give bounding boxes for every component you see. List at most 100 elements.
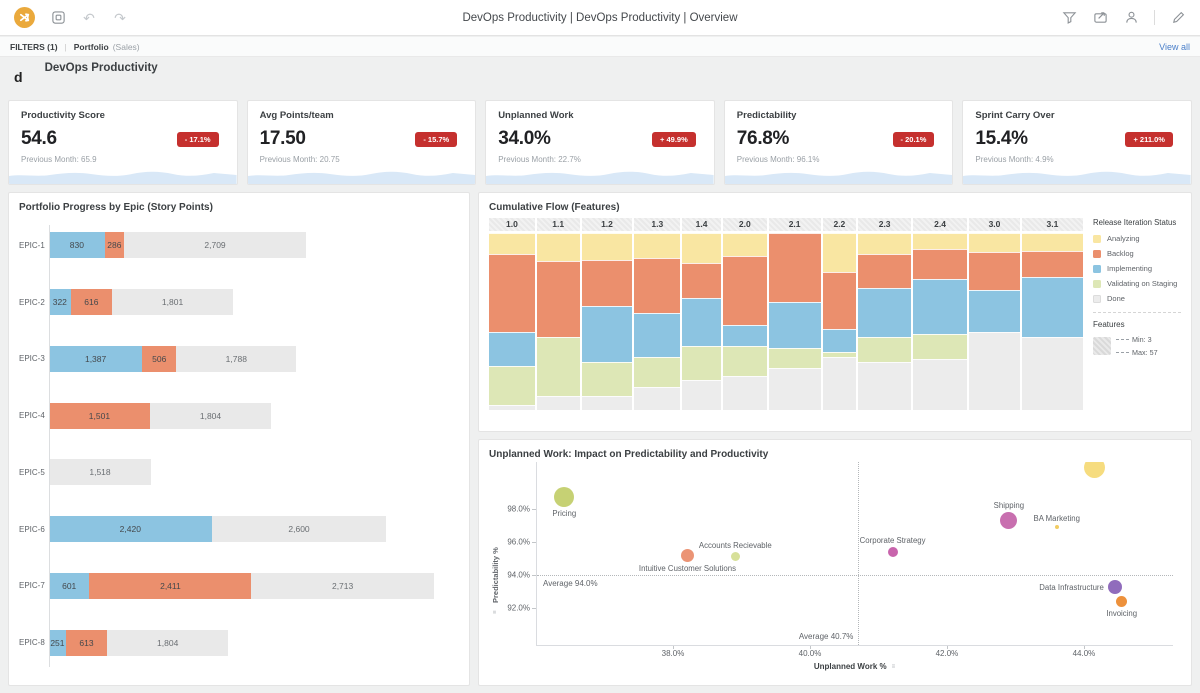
flow-segment-done[interactable]: [969, 332, 1020, 410]
bubble-shipping[interactable]: [1000, 511, 1018, 529]
flow-segment-done[interactable]: [858, 362, 912, 410]
bar-segment-grey[interactable]: 1,801: [112, 289, 234, 316]
flow-segment-validating-on-staging[interactable]: [858, 337, 912, 363]
flow-segment-done[interactable]: [768, 367, 821, 410]
flow-segment-done[interactable]: [913, 358, 968, 410]
flow-segment-implementing[interactable]: [913, 279, 968, 334]
flow-segment-validating-on-staging[interactable]: [682, 346, 721, 380]
flow-segment-implementing[interactable]: [634, 312, 681, 357]
filter-icon[interactable]: [1061, 10, 1077, 26]
flow-segment-done[interactable]: [1021, 337, 1083, 410]
bubble-invoicing[interactable]: [1116, 596, 1128, 608]
flow-segment-validating-on-staging[interactable]: [722, 346, 767, 377]
flow-segment-implementing[interactable]: [969, 289, 1020, 333]
flow-segment-analyzing[interactable]: [858, 233, 912, 255]
bar-segment-grey[interactable]: 1,518: [49, 459, 152, 486]
bar-segment-blue[interactable]: 1,387: [49, 345, 143, 372]
flow-segment-analyzing[interactable]: [913, 233, 968, 249]
flow-segment-implementing[interactable]: [1021, 277, 1083, 338]
bar-segment-orange[interactable]: 613: [65, 629, 108, 656]
flow-segment-done[interactable]: [536, 395, 580, 410]
bar-segment-blue[interactable]: 601: [49, 572, 90, 599]
flow-segment-implementing[interactable]: [858, 287, 912, 338]
flow-segment-implementing[interactable]: [581, 305, 633, 363]
bubble-ba-marketing[interactable]: [1054, 524, 1059, 529]
bar-segment-grey[interactable]: 2,600: [211, 516, 387, 543]
flow-segment-analyzing[interactable]: [536, 233, 580, 262]
flow-segment-validating-on-staging[interactable]: [822, 351, 857, 357]
flow-segment-validating-on-staging[interactable]: [489, 365, 535, 405]
flow-segment-backlog[interactable]: [722, 256, 767, 326]
flow-segment-backlog[interactable]: [913, 248, 968, 279]
bar-segment-blue[interactable]: 2,420: [49, 516, 212, 543]
bubble-intuitive-customer-solutions[interactable]: [680, 548, 694, 562]
filter-portfolio-value[interactable]: (Sales): [112, 41, 140, 52]
bar-segment-grey[interactable]: 2,713: [251, 572, 434, 599]
flow-segment-analyzing[interactable]: [822, 233, 857, 272]
legend-item-done[interactable]: Done: [1093, 294, 1181, 303]
flow-segment-backlog[interactable]: [768, 233, 821, 303]
flow-segment-implementing[interactable]: [768, 302, 821, 349]
undo-icon[interactable]: ↶: [83, 9, 95, 26]
bar-segment-orange[interactable]: 616: [70, 289, 113, 316]
flow-segment-analyzing[interactable]: [489, 233, 535, 255]
flow-segment-backlog[interactable]: [581, 259, 633, 306]
bar-segment-orange[interactable]: 506: [142, 345, 177, 372]
filter-portfolio[interactable]: Portfolio: [73, 41, 109, 52]
flow-segment-done[interactable]: [634, 386, 681, 410]
app-logo-icon[interactable]: [14, 7, 35, 28]
flow-segment-done[interactable]: [722, 376, 767, 410]
flow-segment-backlog[interactable]: [822, 271, 857, 329]
flow-segment-implementing[interactable]: [822, 328, 857, 352]
flow-segment-backlog[interactable]: [969, 252, 1020, 290]
flow-segment-validating-on-staging[interactable]: [913, 333, 968, 359]
bubble-unlabeled[interactable]: [1083, 462, 1105, 479]
flow-segment-analyzing[interactable]: [1021, 233, 1083, 251]
redo-icon[interactable]: ↷: [114, 9, 126, 26]
flow-segment-backlog[interactable]: [1021, 250, 1083, 278]
bubble-corporate-strategy[interactable]: [887, 546, 898, 557]
flow-segment-backlog[interactable]: [858, 254, 912, 288]
view-all-link[interactable]: View all: [1159, 41, 1190, 52]
flow-segment-validating-on-staging[interactable]: [536, 337, 580, 396]
legend-item-implementing[interactable]: Implementing: [1093, 264, 1181, 273]
bar-segment-blue[interactable]: 830: [49, 232, 105, 259]
flow-segment-analyzing[interactable]: [969, 233, 1020, 253]
flow-segment-backlog[interactable]: [536, 261, 580, 338]
flow-segment-backlog[interactable]: [634, 257, 681, 313]
legend-item-backlog[interactable]: Backlog: [1093, 249, 1181, 258]
bubble-pricing[interactable]: [554, 486, 575, 507]
flow-segment-validating-on-staging[interactable]: [768, 348, 821, 368]
edit-icon[interactable]: [1170, 10, 1186, 26]
flow-segment-analyzing[interactable]: [682, 233, 721, 264]
flow-segment-validating-on-staging[interactable]: [581, 362, 633, 396]
flow-segment-implementing[interactable]: [722, 325, 767, 347]
bar-segment-grey[interactable]: 1,788: [176, 345, 297, 372]
bar-segment-grey[interactable]: 1,804: [107, 629, 229, 656]
bar-segment-grey[interactable]: 1,804: [149, 402, 272, 429]
flow-segment-done[interactable]: [489, 404, 535, 410]
flow-segment-backlog[interactable]: [489, 254, 535, 333]
bar-segment-orange[interactable]: 286: [104, 232, 124, 259]
bubble-accounts-recievable[interactable]: [730, 552, 740, 562]
bar-segment-grey[interactable]: 2,709: [124, 232, 307, 259]
flow-segment-analyzing[interactable]: [634, 233, 681, 258]
apps-icon[interactable]: [50, 10, 66, 26]
flow-segment-implementing[interactable]: [682, 298, 721, 347]
flow-segment-implementing[interactable]: [489, 332, 535, 366]
bar-segment-orange[interactable]: 2,411: [89, 572, 252, 599]
flow-segment-analyzing[interactable]: [722, 233, 767, 256]
user-icon[interactable]: [1123, 10, 1139, 26]
bar-segment-orange[interactable]: 1,501: [49, 402, 150, 429]
legend-item-validating-on-staging[interactable]: Validating on Staging: [1093, 279, 1181, 288]
share-icon[interactable]: [1092, 10, 1108, 26]
bubble-data-infrastructure[interactable]: [1107, 579, 1122, 594]
flow-segment-done[interactable]: [682, 379, 721, 410]
flow-segment-done[interactable]: [581, 395, 633, 410]
bar-segment-blue[interactable]: 251: [49, 629, 66, 656]
flow-segment-analyzing[interactable]: [581, 233, 633, 260]
bar-segment-blue[interactable]: 322: [49, 289, 71, 316]
flow-segment-backlog[interactable]: [682, 263, 721, 299]
flow-segment-done[interactable]: [822, 356, 857, 410]
flow-segment-validating-on-staging[interactable]: [634, 356, 681, 387]
